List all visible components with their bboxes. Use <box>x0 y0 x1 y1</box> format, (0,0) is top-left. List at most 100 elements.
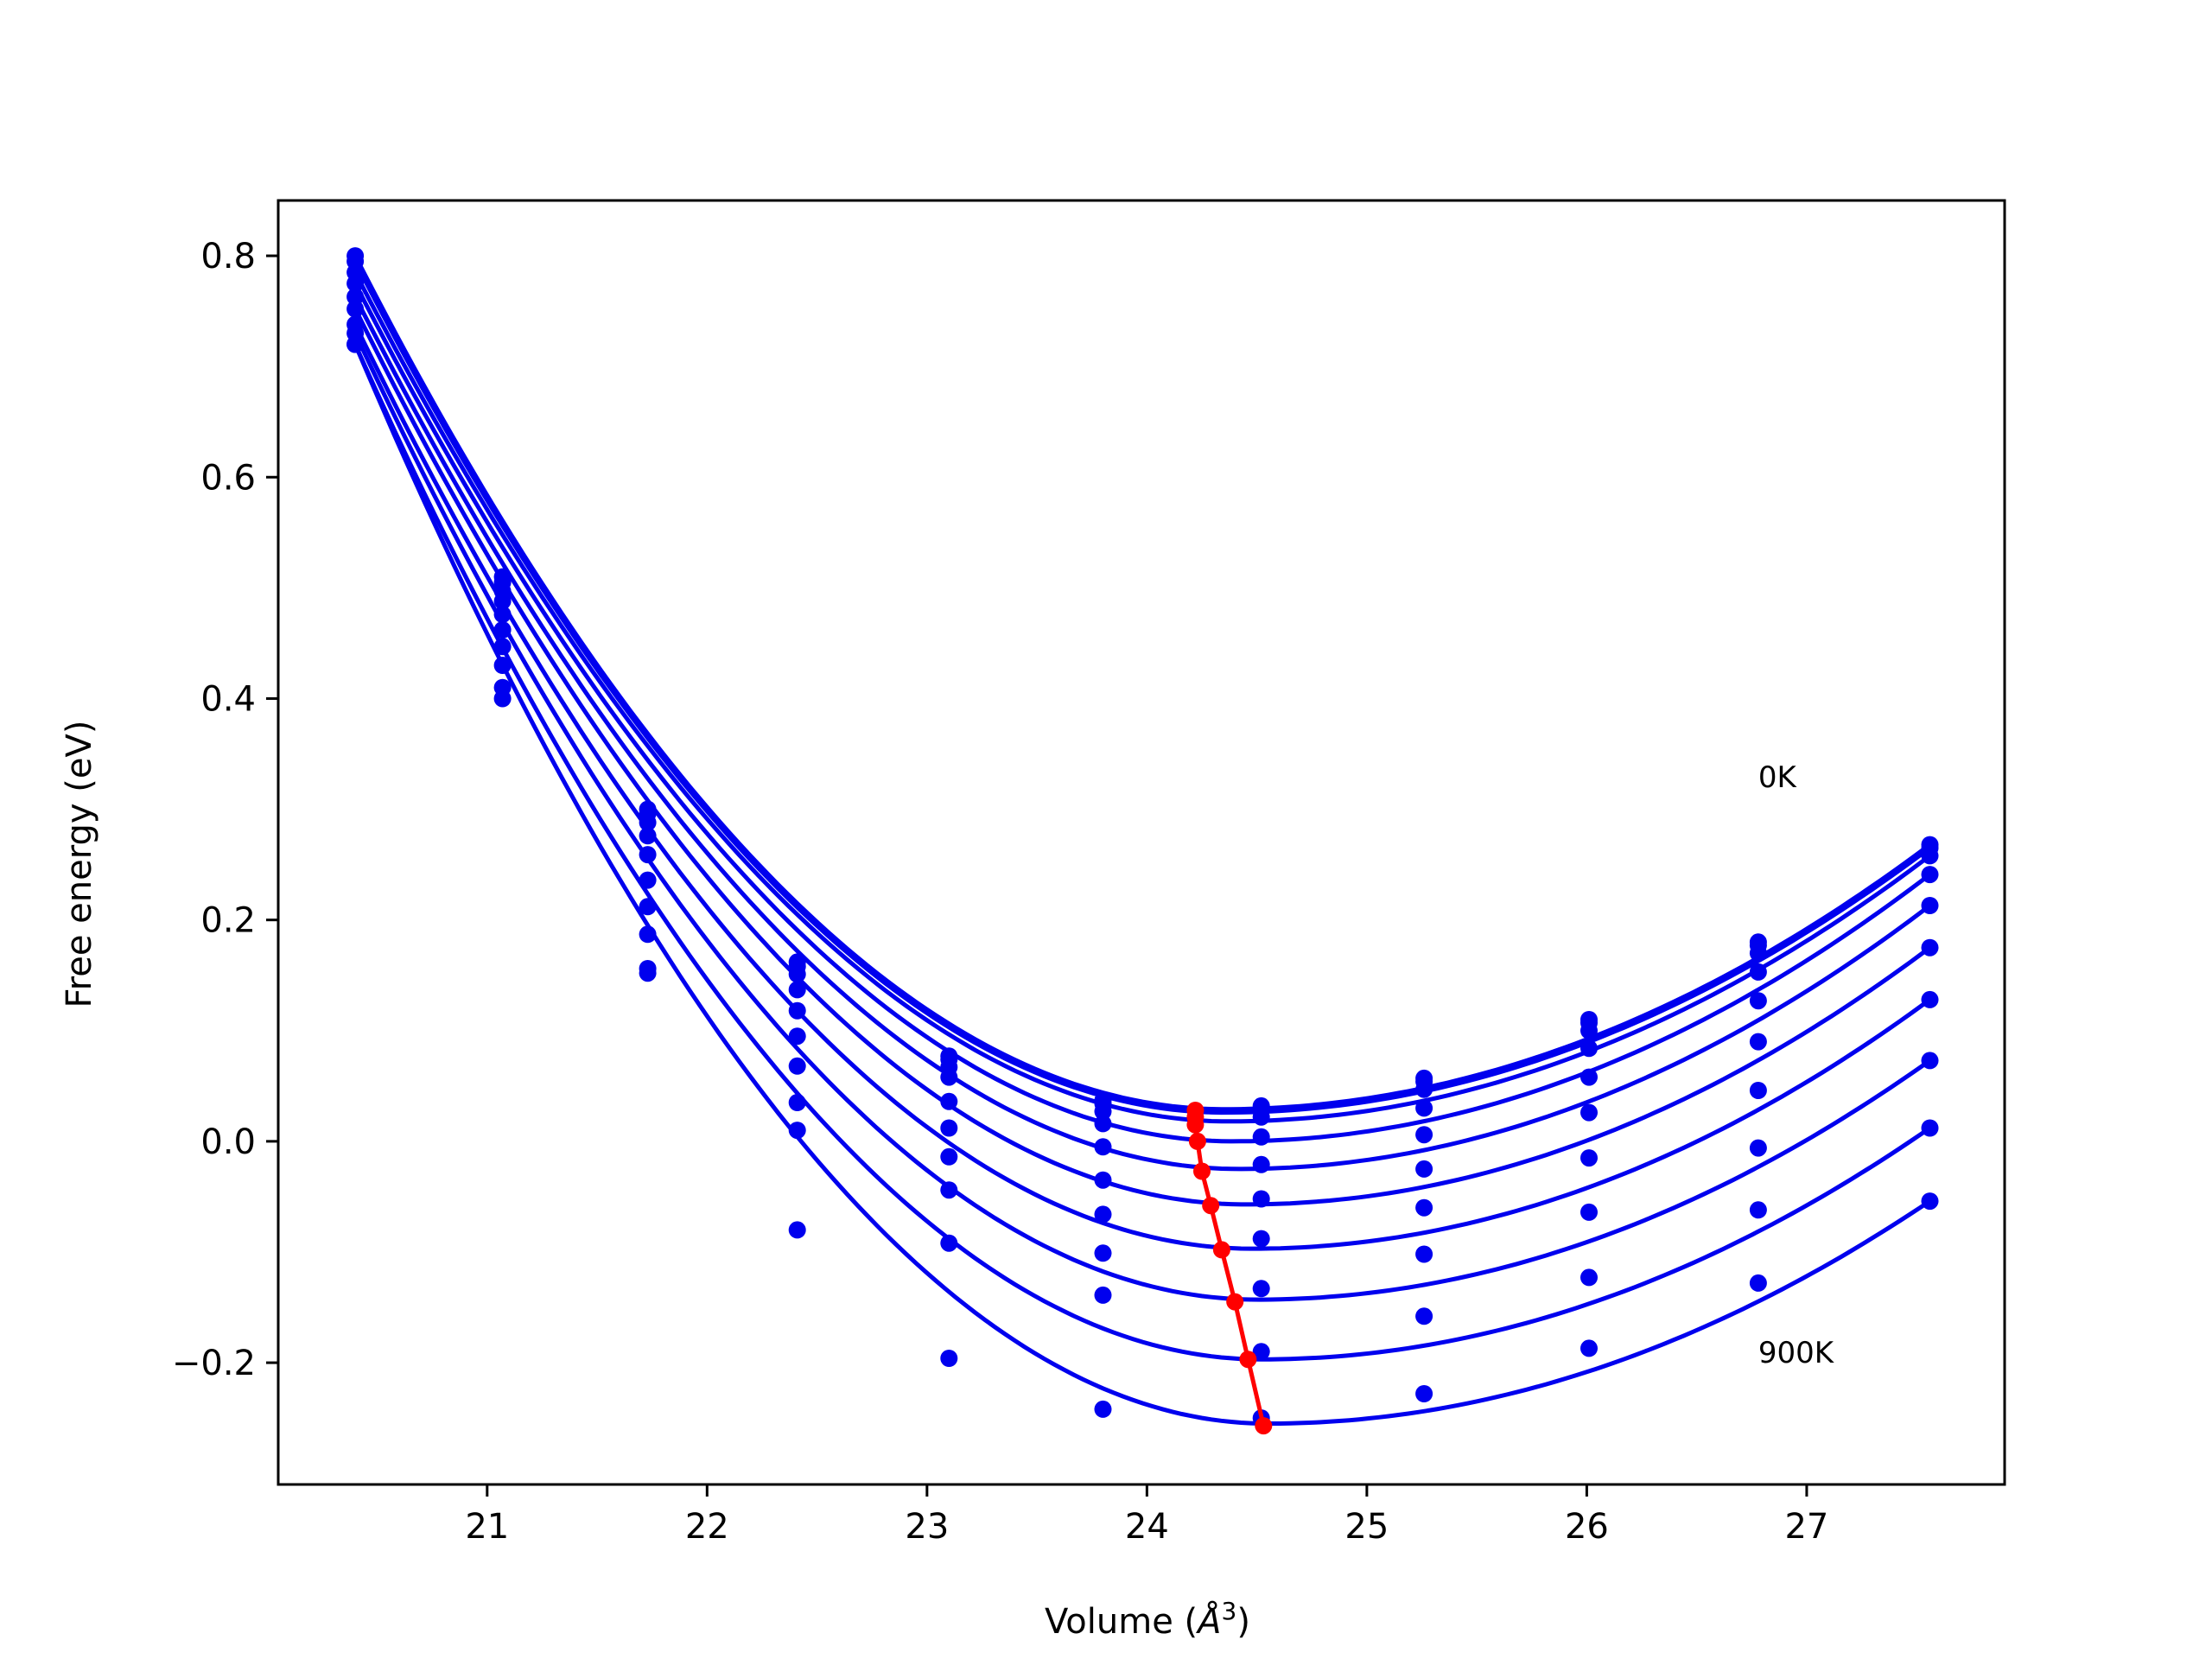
x-tick-label: 23 <box>905 1507 949 1547</box>
fit-curve-0K <box>353 254 1931 1112</box>
data-point <box>1921 847 1939 865</box>
y-axis-label: Free energy (eV) <box>60 721 99 1008</box>
data-point <box>788 1001 806 1020</box>
y-tick-label: 0.8 <box>200 237 256 276</box>
data-point <box>493 657 512 674</box>
data-point <box>1580 1068 1598 1086</box>
x-tick-label: 26 <box>1565 1507 1609 1547</box>
data-point <box>346 275 365 293</box>
data-point <box>940 1181 958 1199</box>
x-tick-label: 22 <box>685 1507 729 1547</box>
data-point <box>1749 1082 1767 1099</box>
data-point <box>1749 1033 1767 1051</box>
data-point <box>346 288 365 306</box>
data-point <box>493 638 512 656</box>
fit-curve-100K <box>353 260 1931 1116</box>
data-point <box>1252 1230 1270 1248</box>
data-point <box>1580 1149 1598 1167</box>
data-point <box>1921 866 1939 884</box>
data-point <box>1580 1268 1598 1287</box>
data-point <box>1252 1128 1270 1146</box>
x-axis-label-text: Volume ( <box>1045 1602 1198 1642</box>
data-point <box>940 1234 958 1252</box>
curve-annotation: 900K <box>1758 1336 1835 1370</box>
data-point <box>1580 1021 1598 1039</box>
fit-curve-700K <box>353 332 1931 1302</box>
data-point <box>1580 1203 1598 1221</box>
y-tick-label: 0.4 <box>200 679 256 719</box>
data-point <box>788 1122 806 1140</box>
data-point <box>639 964 657 982</box>
data-point <box>788 1094 806 1111</box>
data-point <box>1094 1103 1112 1121</box>
data-point <box>788 1221 806 1239</box>
equilibrium-point <box>1255 1417 1273 1435</box>
equilibrium-point <box>1212 1241 1230 1259</box>
x-tick-label: 21 <box>465 1507 509 1547</box>
data-point <box>346 300 365 318</box>
fit-curve-300K <box>353 282 1932 1144</box>
data-point <box>1415 1160 1433 1178</box>
data-point <box>1921 1052 1939 1070</box>
data-point <box>639 871 657 889</box>
x-tick-label: 25 <box>1344 1507 1389 1547</box>
data-point <box>1415 1307 1433 1325</box>
equilibrium-point <box>1193 1162 1211 1180</box>
axes: 21 22 23 24 25 26 27 −0.2 0.0 0.2 0.4 0.6 0.8 <box>172 199 2006 1547</box>
x-tick-label: 27 <box>1784 1507 1828 1547</box>
data-point <box>1580 1339 1598 1357</box>
data-point <box>639 898 657 916</box>
data-point <box>788 1027 806 1046</box>
equilibrium-point <box>1202 1197 1220 1215</box>
fit-curve-200K <box>353 271 1931 1124</box>
data-point <box>1252 1155 1270 1173</box>
data-point <box>1415 1245 1433 1263</box>
data-point <box>1580 1039 1598 1058</box>
data-point <box>1252 1108 1270 1126</box>
y-tick-label: 0.0 <box>200 1122 256 1162</box>
data-point <box>1094 1244 1112 1262</box>
fit-curve-800K <box>353 343 1931 1362</box>
equilibrium-point <box>1239 1351 1257 1369</box>
data-point <box>788 981 806 999</box>
data-point <box>1094 1138 1112 1156</box>
data-point <box>1094 1400 1112 1418</box>
data-point <box>940 1092 958 1110</box>
data-point <box>940 1350 958 1367</box>
x-axis-label: Volume (Å3) <box>1045 1597 1250 1642</box>
data-point <box>1415 1126 1433 1144</box>
fit-curve-400K <box>353 296 1932 1172</box>
data-point <box>1749 992 1767 1010</box>
data-point <box>639 827 657 845</box>
fit-curve-900K <box>353 343 1931 1426</box>
curve-annotation: 0K <box>1758 760 1798 795</box>
data-point <box>1252 1190 1270 1208</box>
data-point <box>788 1057 806 1075</box>
data-point <box>1094 1115 1112 1133</box>
data-point <box>940 1068 958 1086</box>
x-axis-label-exponent: 3 <box>1222 1597 1237 1625</box>
fit-curve-500K <box>353 308 1931 1207</box>
fit-curve-600K <box>353 323 1931 1251</box>
data-point <box>1921 990 1939 1008</box>
data-point <box>1749 963 1767 981</box>
data-point <box>788 965 806 983</box>
data-point <box>1921 897 1939 914</box>
data-point <box>346 335 365 353</box>
data-point <box>493 690 512 708</box>
plot-frame <box>276 199 2006 1486</box>
data-point <box>1749 944 1767 963</box>
data-point <box>1921 938 1939 957</box>
data-point <box>940 1147 958 1166</box>
equilibrium-point <box>1226 1293 1244 1311</box>
data-point <box>1415 1198 1433 1217</box>
data-point <box>1749 1274 1767 1292</box>
data-point <box>1580 1103 1598 1122</box>
equilibrium-point <box>1186 1116 1205 1134</box>
data-point <box>1094 1171 1112 1189</box>
data-point <box>493 606 512 624</box>
data-point <box>493 592 512 610</box>
data-point <box>1921 1119 1939 1137</box>
